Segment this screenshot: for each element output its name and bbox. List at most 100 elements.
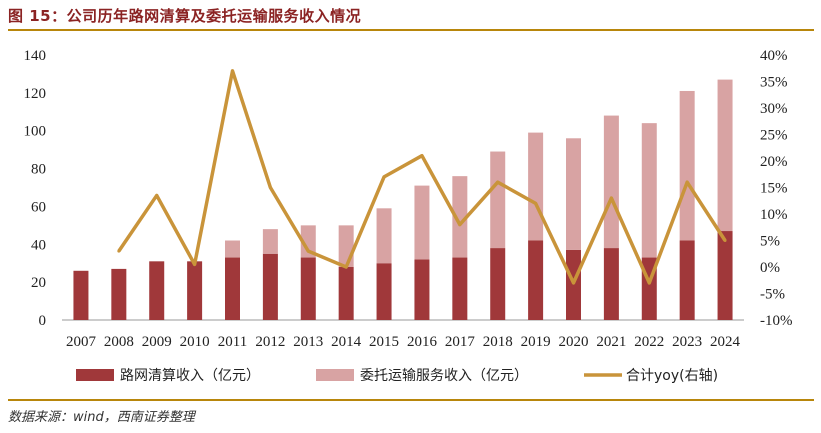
yoy-point-2015 [382,175,386,179]
chart-title: 图 15：公司历年路网清算及委托运输服务收入情况 [8,7,362,25]
bar-toll-2009 [149,261,165,320]
legend-label-yoy: 合计yoy(右轴) [626,368,718,384]
yoy-point-2016 [420,154,424,158]
yoy-point-2014 [344,265,348,269]
x-tick-label: 2008 [104,334,134,350]
y-left-tick-label: 40 [31,237,46,253]
bar-toll-2012 [262,253,278,320]
y-right-tick-label: 40% [760,48,788,64]
bar-toll-2021 [603,248,619,320]
yoy-point-2010 [193,262,197,266]
bar-toll-2014 [338,267,354,320]
bar-service-2015 [376,208,392,264]
legend-label-toll: 路网清算收入（亿元） [120,368,260,384]
x-tick-label: 2016 [407,334,438,350]
bar-toll-2017 [452,257,468,320]
yoy-point-2018 [496,180,500,184]
bar-service-2017 [452,176,468,258]
bar-toll-2019 [528,240,544,320]
bar-service-2018 [490,151,506,249]
bar-toll-2008 [111,268,127,320]
bar-service-2023 [679,90,695,241]
bar-service-2021 [603,115,619,249]
x-tick-label: 2012 [255,334,285,350]
x-axis-ticks: 2007 2008 2009 2010 2011 2012 2013 2014 2015 2016… [66,334,741,350]
y-left-tick-label: 0 [39,313,47,329]
yoy-point-2017 [458,223,462,227]
legend-swatch-toll [76,369,114,381]
bar-toll-2024 [717,231,733,320]
bar-toll-2023 [679,240,695,320]
yoy-point-2020 [572,281,575,285]
yoy-point-2009 [155,193,159,197]
bar-service-2016 [414,185,430,260]
x-tick-label: 2024 [710,334,741,350]
header-rule [8,29,814,31]
yoy-point-2012 [268,186,272,189]
y-left-axis-ticks: 0 20 40 60 80 100 120 140 [24,48,47,329]
bar-toll-2015 [376,263,392,320]
x-tick-label: 2023 [672,334,702,350]
x-tick-label: 2014 [331,334,362,350]
x-tick-label: 2011 [218,334,247,350]
bar-toll-2010 [187,261,203,320]
x-tick-label: 2020 [559,334,589,350]
y-left-tick-label: 20 [31,275,46,291]
chart-legend: 路网清算收入（亿元） 委托运输服务收入（亿元） 合计yoy(右轴) [76,368,718,384]
y-left-tick-label: 120 [24,86,47,102]
yoy-point-2013 [306,249,310,253]
x-tick-label: 2010 [180,334,210,350]
y-right-tick-label: -5% [760,287,785,303]
x-tick-label: 2007 [66,334,97,350]
legend-label-service: 委托运输服务收入（亿元） [360,368,528,384]
x-tick-label: 2022 [634,334,664,350]
y-right-tick-label: 25% [760,128,788,144]
source-note: 数据来源：wind，西南证券整理 [8,410,195,425]
y-right-axis-ticks: -10% -5% 0% 5% 10% 15% 20% 25% 30% 35% 40% [760,48,793,329]
y-left-tick-label: 80 [31,162,46,178]
y-right-tick-label: 30% [760,101,788,117]
chart-line [117,69,727,285]
y-left-tick-label: 140 [24,48,47,64]
bar-service-2011 [225,240,240,258]
bar-toll-2020 [566,249,581,320]
bar-service-2014 [338,225,354,267]
x-tick-label: 2009 [142,334,172,350]
yoy-point-2023 [685,180,689,184]
y-right-tick-label: 5% [760,234,780,250]
y-right-tick-label: 20% [760,154,788,170]
bar-service-2013 [300,225,316,258]
x-tick-label: 2013 [293,334,323,350]
bar-toll-2011 [225,257,240,320]
y-left-tick-label: 100 [24,124,47,140]
yoy-point-2011 [231,69,234,73]
x-tick-label: 2017 [445,334,476,350]
bar-toll-2018 [490,248,506,320]
x-tick-label: 2015 [369,334,399,350]
yoy-point-2008 [117,249,121,253]
y-left-tick-label: 60 [31,199,46,215]
x-tick-label: 2021 [596,334,626,350]
chart-canvas: 2007 2008 2009 2010 2011 2012 2013 2014 2015 2016… [24,48,793,384]
y-right-tick-label: 0% [760,260,780,276]
legend-swatch-service [316,369,354,381]
y-right-tick-label: -10% [760,313,793,329]
bar-service-2020 [566,138,581,250]
bar-service-2019 [528,132,544,241]
y-right-tick-label: 35% [760,75,788,91]
x-tick-label: 2018 [483,334,513,350]
bar-service-2024 [717,79,733,232]
chart-bars [73,79,733,320]
yoy-point-2022 [647,281,651,285]
footer-rule [8,399,814,401]
x-tick-label: 2019 [521,334,551,350]
bar-toll-2013 [300,257,316,320]
bar-toll-2007 [73,270,89,320]
y-right-tick-label: 15% [760,181,788,197]
yoy-point-2024 [723,239,727,242]
yoy-point-2019 [534,201,538,205]
yoy-point-2021 [609,196,613,200]
bar-service-2012 [262,229,278,254]
bar-service-2022 [641,123,657,258]
bar-toll-2016 [414,259,430,320]
